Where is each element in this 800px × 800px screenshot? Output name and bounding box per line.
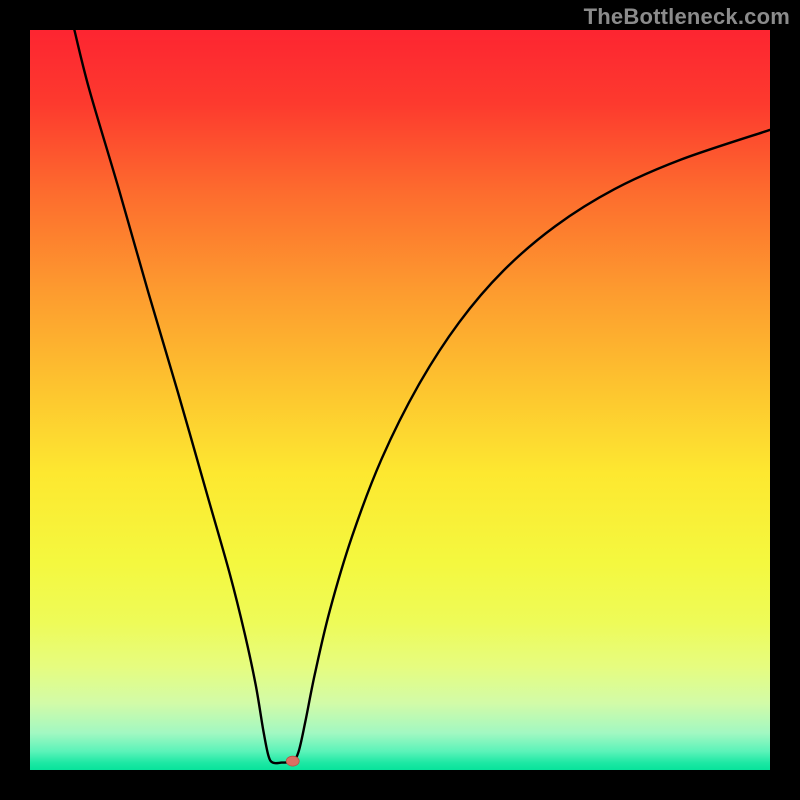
- plot-background: [30, 30, 770, 770]
- chart-stage: { "watermark": { "text": "TheBottleneck.…: [0, 0, 800, 800]
- min-marker: [286, 756, 299, 766]
- chart-svg: [0, 0, 800, 800]
